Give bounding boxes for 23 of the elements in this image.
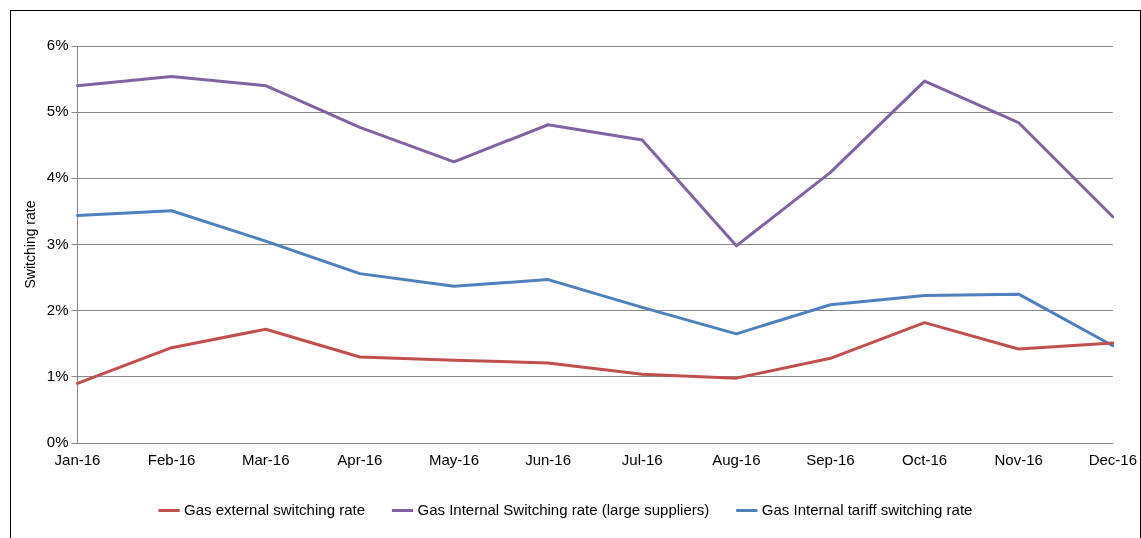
y-tick-label: 5% (46, 102, 69, 120)
x-tick-label: Apr-16 (337, 451, 383, 469)
y-tick-label: 4% (46, 168, 69, 186)
y-axis-title: Switching rate (22, 200, 39, 289)
x-tick-label: Feb-16 (147, 451, 196, 469)
x-tick-label: Jul-16 (621, 451, 663, 469)
x-tick-label: Aug-16 (712, 451, 761, 469)
x-tick-label: Oct-16 (902, 451, 948, 469)
y-tick-label: 0% (46, 433, 69, 451)
legend-label: Gas Internal tariff switching rate (761, 500, 973, 518)
x-tick-label: Mar-16 (241, 451, 290, 469)
x-tick-label: Nov-16 (994, 451, 1043, 469)
x-tick-label: Jan-16 (54, 451, 101, 469)
y-tick-label: 2% (46, 300, 69, 318)
x-tick-label: Jun-16 (525, 451, 572, 469)
x-tick-label: Dec-16 (1088, 451, 1137, 469)
legend-label: Gas Internal Switching rate (large suppliers) (417, 500, 710, 518)
x-tick-label: Sep-16 (806, 451, 855, 469)
y-tick-label: 3% (46, 234, 69, 252)
legend-label: Gas external switching rate (184, 500, 365, 518)
y-tick-label: 1% (46, 366, 69, 384)
x-tick-label: May-16 (428, 451, 479, 469)
y-tick-label: 6% (46, 36, 69, 54)
